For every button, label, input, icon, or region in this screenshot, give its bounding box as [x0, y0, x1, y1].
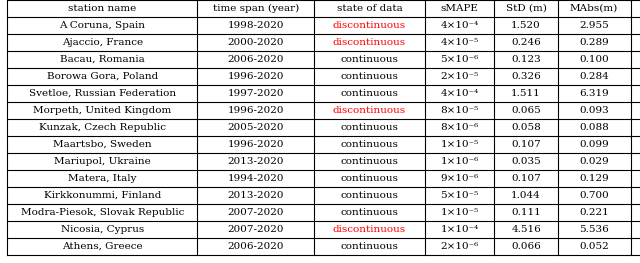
Text: Matera, Italy: Matera, Italy	[68, 174, 136, 183]
Text: Maartsbo, Sweden: Maartsbo, Sweden	[53, 140, 152, 149]
Text: 1×10⁻⁶: 1×10⁻⁶	[440, 157, 479, 166]
Text: 1.511: 1.511	[511, 89, 541, 98]
Text: MAbs(m): MAbs(m)	[570, 4, 618, 13]
Text: Bacau, Romania: Bacau, Romania	[60, 55, 145, 64]
Text: continuous: continuous	[340, 191, 399, 200]
Text: discontinuous: discontinuous	[333, 38, 406, 47]
Text: 1×10⁻⁵: 1×10⁻⁵	[440, 140, 479, 149]
Text: continuous: continuous	[340, 55, 399, 64]
Text: StD (m): StD (m)	[506, 4, 547, 13]
Text: 9×10⁻⁶: 9×10⁻⁶	[440, 174, 479, 183]
Text: continuous: continuous	[340, 157, 399, 166]
Text: 6.319: 6.319	[579, 89, 609, 98]
Text: 1×10⁻⁵: 1×10⁻⁵	[440, 208, 479, 217]
Text: A Coruna, Spain: A Coruna, Spain	[59, 21, 145, 30]
Text: 1996-2020: 1996-2020	[227, 106, 284, 115]
Text: Kirkkonummi, Finland: Kirkkonummi, Finland	[44, 191, 161, 200]
Text: 0.065: 0.065	[511, 106, 541, 115]
Text: 0.700: 0.700	[579, 191, 609, 200]
Text: continuous: continuous	[340, 123, 399, 132]
Text: 0.111: 0.111	[511, 208, 541, 217]
Text: 0.284: 0.284	[579, 72, 609, 81]
Text: 0.052: 0.052	[579, 241, 609, 251]
Text: Morpeth, United Kingdom: Morpeth, United Kingdom	[33, 106, 172, 115]
Text: 1.044: 1.044	[511, 191, 541, 200]
Text: 8×10⁻⁵: 8×10⁻⁵	[440, 106, 479, 115]
Text: 0.029: 0.029	[579, 157, 609, 166]
Text: 1994-2020: 1994-2020	[227, 174, 284, 183]
Text: sMAPE: sMAPE	[441, 4, 479, 13]
Text: Modra-Piesok, Slovak Republic: Modra-Piesok, Slovak Republic	[20, 208, 184, 217]
Text: 2006-2020: 2006-2020	[227, 55, 284, 64]
Text: 1997-2020: 1997-2020	[227, 89, 284, 98]
Text: 0.093: 0.093	[579, 106, 609, 115]
Text: state of data: state of data	[337, 4, 403, 13]
Text: 0.289: 0.289	[579, 38, 609, 47]
Text: 5×10⁻⁵: 5×10⁻⁵	[440, 191, 479, 200]
Text: 2007-2020: 2007-2020	[227, 208, 284, 217]
Text: continuous: continuous	[340, 140, 399, 149]
Text: time span (year): time span (year)	[212, 4, 299, 13]
Text: 4×10⁻⁵: 4×10⁻⁵	[440, 38, 479, 47]
Text: 0.058: 0.058	[511, 123, 541, 132]
Text: 0.221: 0.221	[579, 208, 609, 217]
Text: 2013-2020: 2013-2020	[227, 157, 284, 166]
Text: 0.088: 0.088	[579, 123, 609, 132]
Text: Mariupol, Ukraine: Mariupol, Ukraine	[54, 157, 150, 166]
Text: 5×10⁻⁶: 5×10⁻⁶	[440, 55, 479, 64]
Text: 0.099: 0.099	[579, 140, 609, 149]
Text: 0.246: 0.246	[511, 38, 541, 47]
Text: 0.107: 0.107	[511, 140, 541, 149]
Text: station name: station name	[68, 4, 136, 13]
Text: 1996-2020: 1996-2020	[227, 72, 284, 81]
Text: 0.107: 0.107	[511, 174, 541, 183]
Text: 2007-2020: 2007-2020	[227, 225, 284, 234]
Text: 4.516: 4.516	[511, 225, 541, 234]
Text: discontinuous: discontinuous	[333, 106, 406, 115]
Text: 5.536: 5.536	[579, 225, 609, 234]
Text: 2013-2020: 2013-2020	[227, 191, 284, 200]
Text: continuous: continuous	[340, 241, 399, 251]
Text: 0.326: 0.326	[511, 72, 541, 81]
Text: continuous: continuous	[340, 89, 399, 98]
Text: 1998-2020: 1998-2020	[227, 21, 284, 30]
Text: 4×10⁻⁴: 4×10⁻⁴	[440, 21, 479, 30]
Text: 2.955: 2.955	[579, 21, 609, 30]
Text: Svetloe, Russian Federation: Svetloe, Russian Federation	[29, 89, 176, 98]
Text: 0.035: 0.035	[511, 157, 541, 166]
Text: discontinuous: discontinuous	[333, 225, 406, 234]
Text: 0.100: 0.100	[579, 55, 609, 64]
Text: 8×10⁻⁶: 8×10⁻⁶	[440, 123, 479, 132]
Text: Athens, Greece: Athens, Greece	[62, 241, 143, 251]
Text: 0.066: 0.066	[511, 241, 541, 251]
Text: 4×10⁻⁴: 4×10⁻⁴	[440, 89, 479, 98]
Text: continuous: continuous	[340, 174, 399, 183]
Text: 2000-2020: 2000-2020	[227, 38, 284, 47]
Text: Borowa Gora, Poland: Borowa Gora, Poland	[47, 72, 158, 81]
Text: 0.123: 0.123	[511, 55, 541, 64]
Text: discontinuous: discontinuous	[333, 21, 406, 30]
Text: continuous: continuous	[340, 72, 399, 81]
Text: Ajaccio, France: Ajaccio, France	[61, 38, 143, 47]
Text: continuous: continuous	[340, 208, 399, 217]
Text: 2×10⁻⁵: 2×10⁻⁵	[440, 72, 479, 81]
Text: 0.129: 0.129	[579, 174, 609, 183]
Text: 1×10⁻⁴: 1×10⁻⁴	[440, 225, 479, 234]
Text: Kunzak, Czech Republic: Kunzak, Czech Republic	[38, 123, 166, 132]
Text: 1.520: 1.520	[511, 21, 541, 30]
Text: 2×10⁻⁶: 2×10⁻⁶	[440, 241, 479, 251]
Text: 2006-2020: 2006-2020	[227, 241, 284, 251]
Text: Nicosia, Cyprus: Nicosia, Cyprus	[61, 225, 144, 234]
Text: 2005-2020: 2005-2020	[227, 123, 284, 132]
Text: 1996-2020: 1996-2020	[227, 140, 284, 149]
